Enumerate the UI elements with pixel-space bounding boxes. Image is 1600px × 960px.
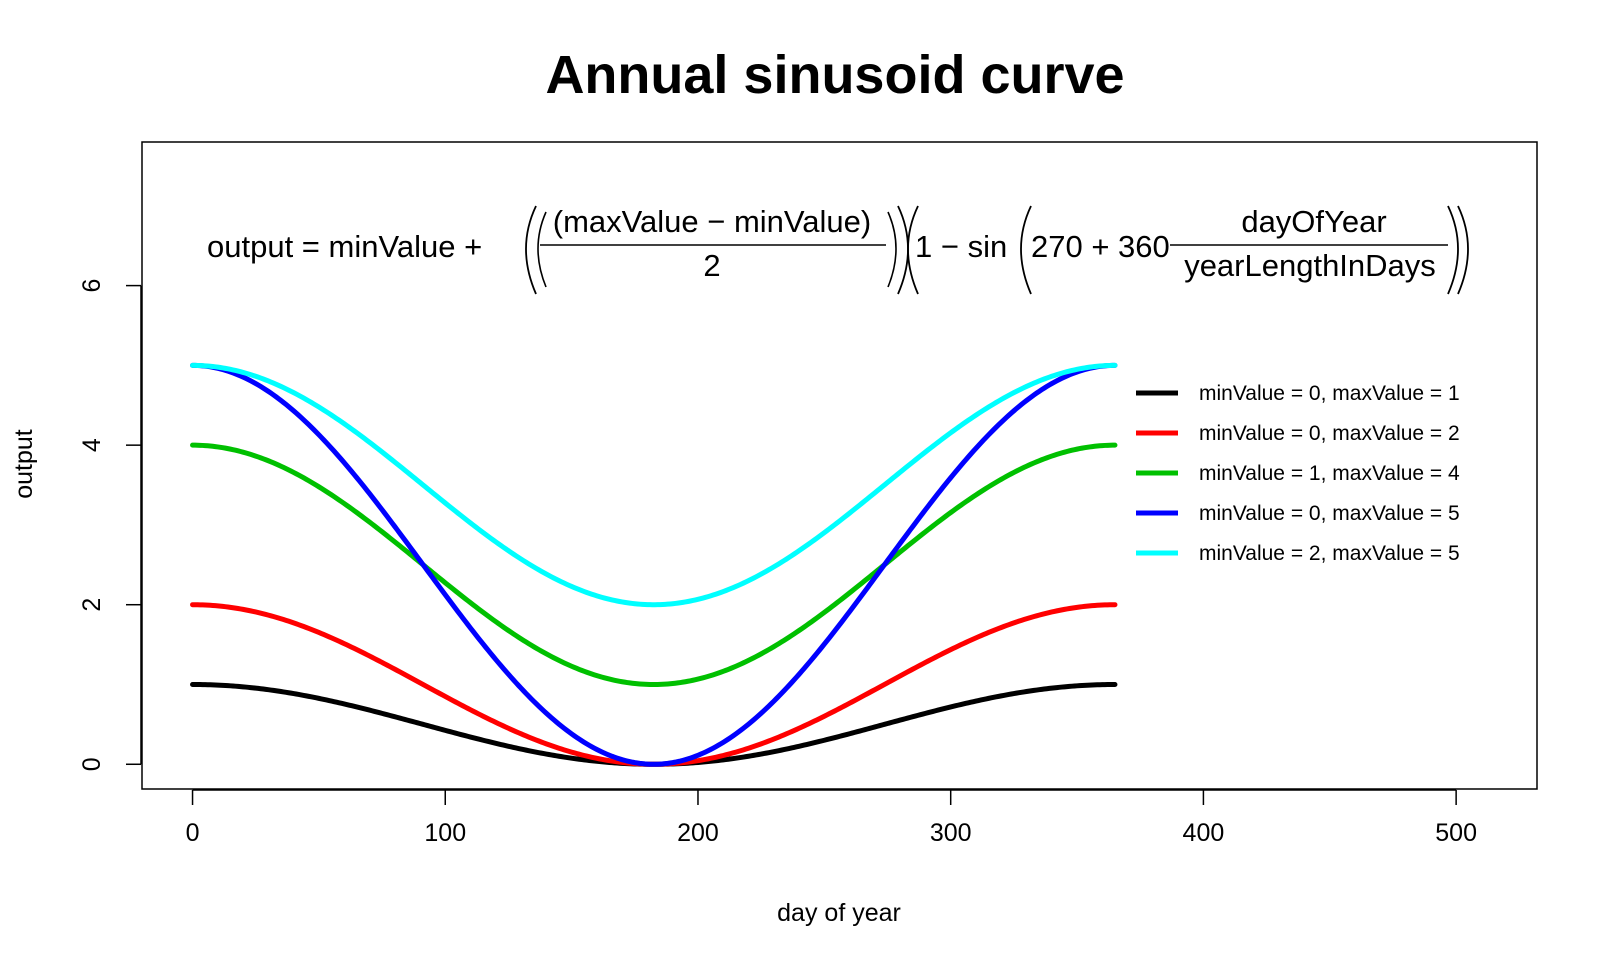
- formula-frac2-den: yearLengthInDays: [1184, 248, 1436, 283]
- series-layer: [190, 362, 1118, 767]
- y-tick-label-4: 4: [78, 438, 106, 452]
- x-tick-label-500: 500: [1435, 819, 1477, 847]
- x-axis-label: day of year: [777, 899, 901, 927]
- legend: minValue = 0, maxValue = 1 minValue = 0, …: [1136, 382, 1460, 565]
- formula-one-minus-sin: 1 − sin: [915, 229, 1007, 264]
- legend-label-3: minValue = 1, maxValue = 4: [1199, 462, 1460, 485]
- formula-paren-sin-right: [1457, 205, 1469, 295]
- legend-label-4: minValue = 0, maxValue = 5: [1199, 502, 1460, 525]
- formula-frac2-num: dayOfYear: [1241, 204, 1386, 239]
- x-tick-label-200: 200: [677, 819, 719, 847]
- y-axis-label: output: [10, 429, 38, 499]
- series-line-4: [190, 362, 1118, 767]
- formula-paren-outer-left-2: [537, 211, 547, 288]
- y-tick-label-0: 0: [78, 757, 106, 771]
- x-tick-label-0: 0: [186, 819, 200, 847]
- formula-frac1-den: 2: [703, 248, 720, 283]
- chart-title: Annual sinusoid curve: [545, 45, 1124, 105]
- x-tick-label-100: 100: [424, 819, 466, 847]
- formula-lhs: output = minValue +: [207, 229, 482, 264]
- y-tick-label-2: 2: [78, 598, 106, 612]
- x-tick-label-300: 300: [930, 819, 972, 847]
- series-line-1: [190, 681, 1118, 767]
- x-tick-label-400: 400: [1183, 819, 1225, 847]
- formula-paren-outer-left-1: [525, 205, 537, 295]
- x-axis: 0 100 200 300 400 500: [186, 789, 1477, 847]
- formula-annotation: output = minValue + (maxValue − minValue…: [207, 204, 1469, 295]
- legend-label-1: minValue = 0, maxValue = 1: [1199, 382, 1460, 405]
- legend-label-2: minValue = 0, maxValue = 2: [1199, 422, 1460, 445]
- formula-paren-outer-right-2: [897, 205, 909, 295]
- formula-paren-sin-left: [907, 205, 919, 295]
- formula-paren-inner-left: [1020, 205, 1032, 295]
- legend-label-5: minValue = 2, maxValue = 5: [1199, 542, 1460, 565]
- plot-frame: [141, 141, 1538, 790]
- formula-frac1-num: (maxValue − minValue): [553, 204, 871, 239]
- formula-paren-inner-right: [1447, 205, 1459, 295]
- y-tick-label-6: 6: [78, 279, 106, 293]
- formula-inner: 270 + 360: [1031, 229, 1170, 264]
- series-line-3: [190, 442, 1118, 687]
- y-axis: 0 2 4 6: [78, 279, 142, 771]
- series-line-5: [190, 362, 1118, 608]
- formula-paren-outer-right-1: [887, 211, 897, 288]
